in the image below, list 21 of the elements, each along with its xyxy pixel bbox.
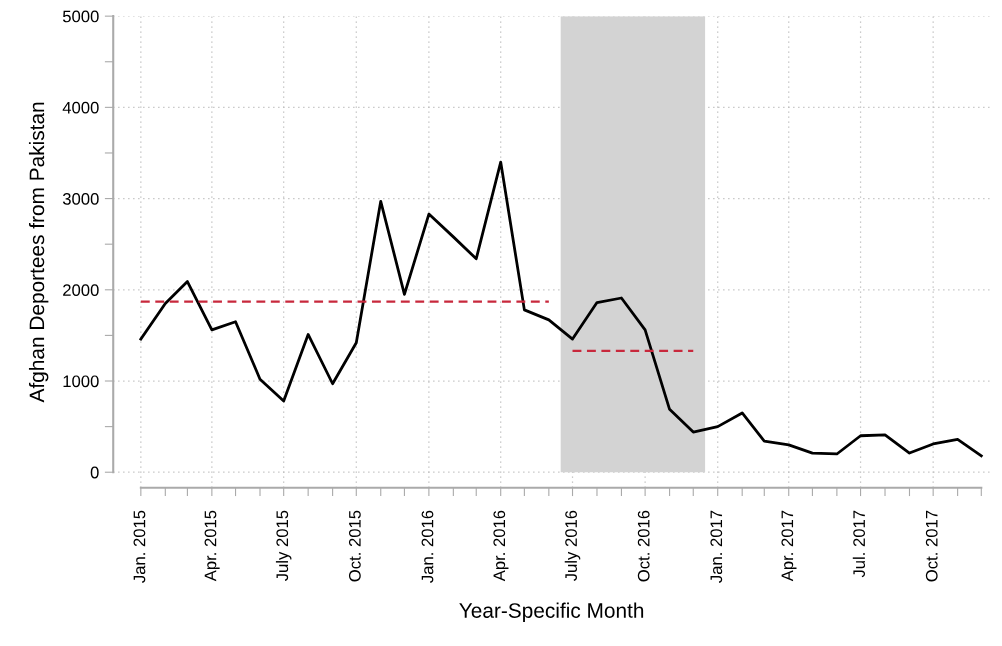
x-tick-label: Apr. 2015: [204, 510, 220, 582]
x-tick-label: Oct. 2016: [637, 510, 650, 582]
y-tick-label: 4000: [62, 101, 99, 114]
x-tick-label: Jan. 2015: [133, 510, 146, 583]
y-tick-label: 5000: [62, 10, 99, 23]
line-series: [139, 160, 983, 458]
x-tick-label: July 2016: [564, 510, 581, 582]
y-tick-label: 3000: [62, 192, 99, 205]
y-tick-label: 2000: [63, 284, 99, 296]
x-tick-label: Apr. 2016: [493, 510, 509, 582]
x-tick-label: July 2015: [275, 510, 292, 582]
x-tick-label: Jan. 2016: [421, 510, 434, 583]
y-tick-label: 1000: [63, 375, 99, 388]
x-tick-label: Apr. 2017: [781, 510, 797, 582]
y-axis-title: Afghan Deportees from Pakistan: [28, 102, 49, 403]
y-tick-label: 0: [90, 466, 99, 479]
x-axis-title: Year-Specific Month: [459, 602, 644, 623]
x-tick-label: Oct. 2015: [348, 510, 361, 582]
x-tick-label: Jul. 2017: [852, 510, 866, 578]
x-tick-label: Oct. 2017: [925, 510, 938, 582]
x-tick-label: Jan. 2017: [710, 510, 723, 583]
